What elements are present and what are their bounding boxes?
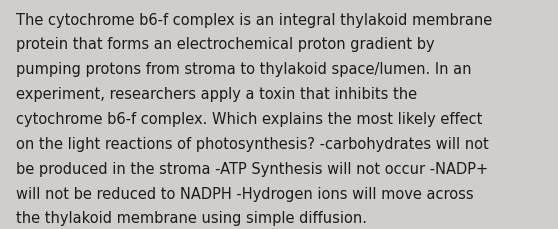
Text: cytochrome b6-f complex. Which explains the most likely effect: cytochrome b6-f complex. Which explains … [16,112,482,126]
Text: will not be reduced to NADPH -Hydrogen ions will move across: will not be reduced to NADPH -Hydrogen i… [16,186,473,201]
Text: pumping protons from stroma to thylakoid space/lumen. In an: pumping protons from stroma to thylakoid… [16,62,471,77]
Text: The cytochrome b6-f complex is an integral thylakoid membrane: The cytochrome b6-f complex is an integr… [16,13,492,27]
Text: the thylakoid membrane using simple diffusion.: the thylakoid membrane using simple diff… [16,210,367,225]
Text: experiment, researchers apply a toxin that inhibits the: experiment, researchers apply a toxin th… [16,87,417,102]
Text: protein that forms an electrochemical proton gradient by: protein that forms an electrochemical pr… [16,37,434,52]
Text: be produced in the stroma -ATP Synthesis will not occur -NADP+: be produced in the stroma -ATP Synthesis… [16,161,488,176]
Text: on the light reactions of photosynthesis? -carbohydrates will not: on the light reactions of photosynthesis… [16,136,488,151]
